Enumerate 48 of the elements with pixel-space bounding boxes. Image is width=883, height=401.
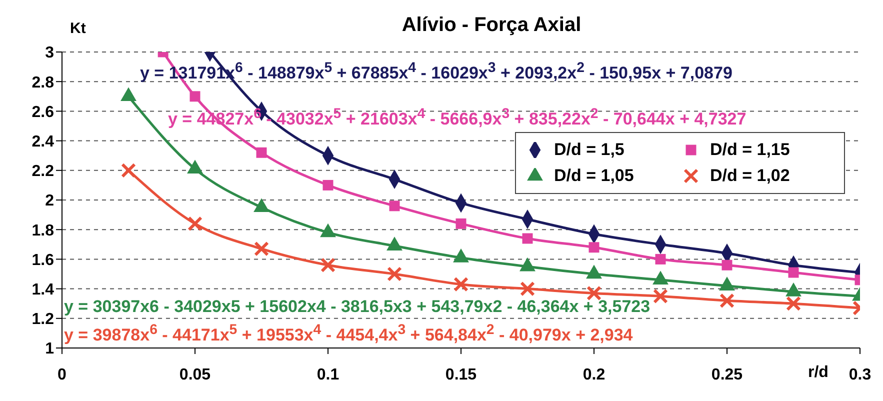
point xyxy=(320,258,336,273)
point xyxy=(788,267,799,278)
y-tick-label: 1.6 xyxy=(32,252,54,269)
x-tick-label: 0.3 xyxy=(848,366,872,384)
x-tick-label: 0.2 xyxy=(582,366,606,384)
point xyxy=(786,296,801,312)
x-tick-label: 0.1 xyxy=(316,366,340,384)
point xyxy=(190,91,200,102)
legend-label: D/d = 1,05 xyxy=(554,165,634,187)
x-tick-label: 0.15 xyxy=(445,366,477,384)
x-tick-label: 0.25 xyxy=(711,366,743,384)
chart-title: Alívio - Força Axial xyxy=(402,14,582,36)
point xyxy=(387,266,402,282)
point xyxy=(389,200,400,212)
point xyxy=(586,286,602,301)
point xyxy=(653,288,668,304)
point xyxy=(454,276,468,292)
point xyxy=(720,293,734,308)
annotation: y = 30397x6 - 34029x5 + 15602x4 - 3816,5x3 + 543,79x2 - 46,364x + 3,5723 xyxy=(64,297,650,317)
legend-label: D/d = 1,5 xyxy=(554,139,624,161)
y-tick-label: 1 xyxy=(45,340,54,358)
y-tick-label: 2.6 xyxy=(32,104,54,121)
point xyxy=(121,162,136,178)
x-tick-label: 0.05 xyxy=(179,366,211,384)
legend-label: D/d = 1,15 xyxy=(710,139,790,161)
y-tick-label: 2 xyxy=(45,192,54,210)
y-tick-label: 2.4 xyxy=(32,133,54,150)
point xyxy=(588,242,600,253)
y-tick-label: 2.8 xyxy=(32,74,54,92)
y-axis-title: Kt xyxy=(70,20,86,37)
y-tick-label: 3 xyxy=(45,44,54,62)
y-tick-label: 1.4 xyxy=(32,281,54,298)
point xyxy=(655,254,666,264)
legend-label: D/d = 1,02 xyxy=(710,165,790,187)
point xyxy=(322,180,334,190)
y-tick-label: 2.2 xyxy=(32,163,54,180)
x-axis-title: r/d xyxy=(808,364,828,382)
point xyxy=(722,260,732,270)
point xyxy=(522,233,533,244)
y-tick-label: 1.8 xyxy=(32,222,54,240)
point xyxy=(254,241,269,256)
point xyxy=(188,216,202,232)
point xyxy=(520,281,535,296)
y-tick-label: 1.2 xyxy=(32,311,54,328)
point xyxy=(456,218,466,229)
text: y = 39878x$^{6}$ - 44171x$^{5}$ + 19553x$^{4}$ - 4454,4x$^{3}$ + 564,84x$^{2}$ - 40,979x + 2,934 xyxy=(64,322,633,345)
point xyxy=(256,147,267,158)
x-tick-label: 0 xyxy=(58,366,67,384)
